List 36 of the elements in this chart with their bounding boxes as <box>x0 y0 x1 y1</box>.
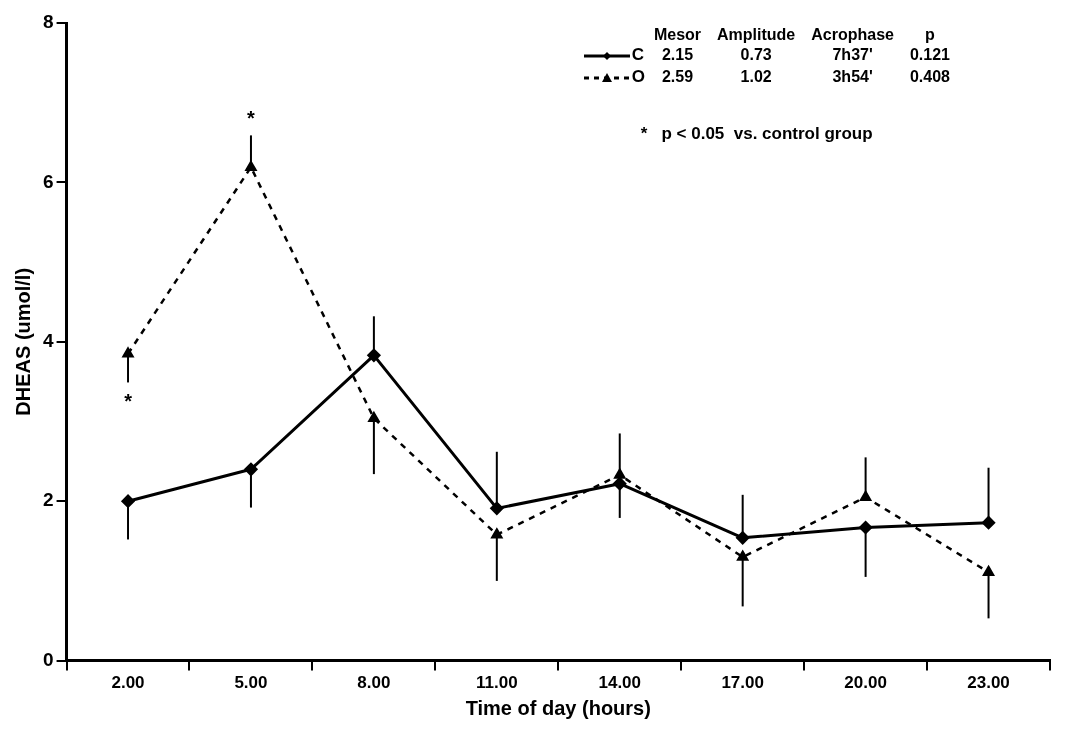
point <box>121 494 135 508</box>
annotation: * <box>124 389 133 412</box>
point <box>736 531 750 545</box>
x-tick-label: 17.00 <box>721 673 764 693</box>
point <box>859 521 873 534</box>
text: 2.15 0.73 7h37' 0.121 <box>661 46 950 63</box>
annotation: * p < 0.05 vs. control group <box>640 124 874 144</box>
x-tick-label: 8.00 <box>357 673 391 693</box>
x-tick-label: 20.00 <box>844 673 887 693</box>
x-tick-label: 5.00 <box>234 673 268 693</box>
point <box>490 501 504 515</box>
annotation: * <box>247 106 256 129</box>
y-tick-label: 8 <box>42 11 54 33</box>
x-tick-label: 14.00 <box>598 673 642 693</box>
y-tick-label: 4 <box>42 330 54 352</box>
text: Mesor Amplitude Acrophase p <box>653 26 935 43</box>
x-tick-label: 11.00 <box>476 673 518 693</box>
point <box>367 348 381 362</box>
x-tick-label: 23.00 <box>967 673 1010 693</box>
point <box>244 462 258 476</box>
point <box>491 528 503 539</box>
y-tick-label: 6 <box>42 170 54 192</box>
point <box>982 565 995 576</box>
legend-label: C <box>631 45 644 64</box>
point <box>245 161 257 172</box>
y-tick-label: 0 <box>42 648 54 670</box>
x-axis-title: Time of day (hours) <box>465 696 651 719</box>
point <box>737 550 749 561</box>
legend-label: O <box>631 67 645 86</box>
y-axis-title: DHEAS (umol/l) <box>11 267 34 416</box>
point <box>860 490 872 501</box>
point <box>122 347 134 358</box>
x-tick-label: 2.00 <box>111 673 145 693</box>
y-tick-label: 2 <box>42 489 54 511</box>
text: 2.59 1.02 3h54' 0.408 <box>661 68 950 85</box>
point <box>982 516 996 530</box>
